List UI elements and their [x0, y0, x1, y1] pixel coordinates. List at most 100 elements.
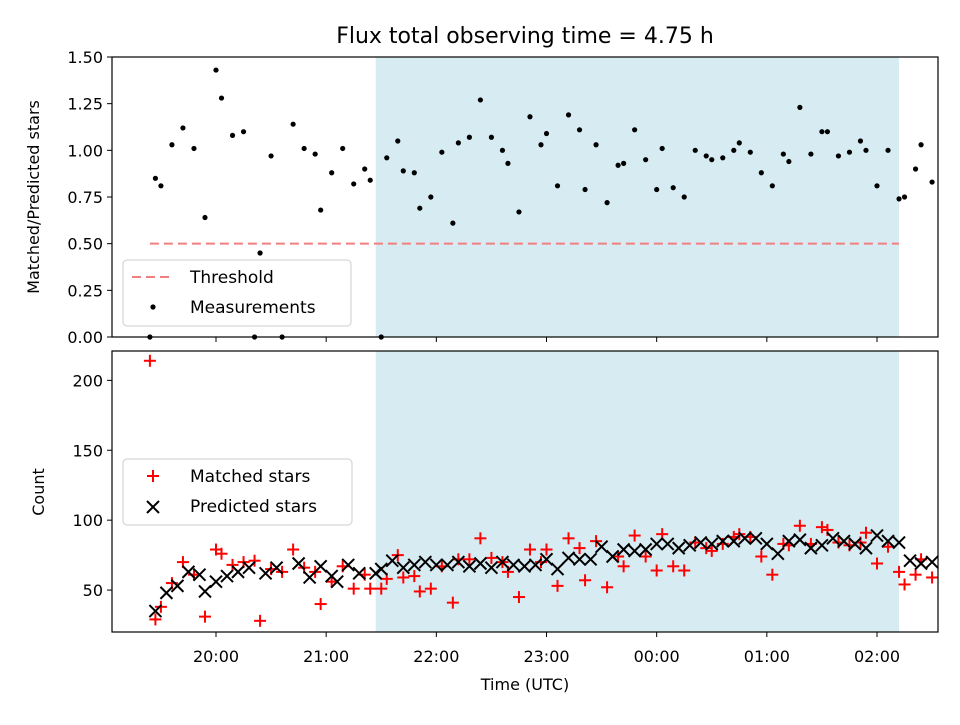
measurement-point [918, 142, 924, 148]
measurement-point [417, 205, 423, 211]
matched-star-point [474, 532, 487, 545]
measurement-point [863, 147, 869, 153]
matched-star-point [413, 585, 426, 598]
bottom-plot-frame [111, 350, 939, 633]
x-tick-label: 21:00 [303, 647, 349, 666]
bottom-y-tick-label: 100 [72, 511, 103, 530]
matched-star-point [898, 578, 911, 591]
measurement-point [896, 196, 902, 202]
matched-star-point [512, 591, 525, 604]
matched-star-point [226, 558, 239, 571]
measurement-point [400, 168, 406, 174]
measurement-point [912, 166, 919, 172]
predicted-star-point [269, 560, 284, 575]
top-y-tick-label: 0.00 [67, 328, 103, 347]
matched-star-point [375, 582, 388, 595]
legend-matched-label: Matched stars [190, 467, 310, 487]
measurement-point [543, 130, 550, 137]
bottom-legend: Matched stars Predicted stars [122, 458, 353, 526]
predicted-star-point [242, 560, 256, 575]
matched-star-point [143, 354, 156, 367]
predicted-star-point [159, 586, 174, 600]
x-tick-label: 01:00 [744, 647, 790, 666]
measurement-point [411, 170, 417, 176]
measurement-point [808, 151, 814, 157]
measurement-point [885, 147, 891, 153]
predicted-star-point [694, 535, 708, 550]
matched-star-point [871, 557, 883, 570]
measurement-point [301, 145, 307, 152]
bottom-panel: 50 100 150 200 20:00 21:00 22:00 23:00 00:00 01:… [29, 350, 939, 694]
predicted-star-point [517, 559, 532, 574]
predicted-star-point [716, 534, 730, 548]
measurement-point [240, 129, 247, 135]
matched-star-point [793, 519, 806, 532]
predicted-star-point [859, 541, 873, 555]
matched-star-point [617, 560, 630, 573]
predicted-star-point [231, 565, 245, 579]
measurement-point [180, 125, 186, 131]
predicted-star-point [539, 552, 554, 567]
top-panel: 0.00 0.25 0.50 0.75 1.00 1.25 1.50 Matched/Pre… [24, 48, 939, 347]
top-y-tick-label: 0.75 [67, 188, 103, 207]
predicted-star-point [352, 566, 366, 580]
matched-star-point [463, 553, 476, 566]
x-tick-label: 00:00 [634, 647, 680, 666]
matched-star-point [678, 564, 691, 577]
bottom-legend-box [122, 458, 353, 526]
bottom-y-ticks: 50 100 150 200 [72, 371, 112, 600]
x-tick-label: 02:00 [854, 647, 900, 666]
predicted-star-point [341, 558, 355, 572]
predicted-star-point [258, 566, 273, 580]
measurement-point [654, 186, 660, 193]
matched-star-point [325, 575, 338, 588]
predicted-star-point [170, 579, 185, 593]
predicted-star-point [638, 542, 653, 557]
matched-star-point [540, 543, 553, 556]
measurement-point [213, 67, 219, 73]
measurement-point [615, 162, 621, 168]
matched-star-point [562, 532, 575, 545]
predicted-star-point [660, 537, 675, 551]
measurement-point [527, 114, 533, 120]
top-y-axis-label: Matched/Predicted stars [24, 100, 43, 294]
measurement-point [384, 155, 390, 161]
measurement-point [318, 207, 324, 213]
predicted-star-point [671, 541, 686, 555]
predicted-star-point [330, 574, 344, 589]
measurement-point [152, 175, 159, 181]
measurement-point [736, 140, 742, 146]
predicted-star-point [451, 555, 466, 569]
predicted-star-point [550, 562, 565, 576]
matched-star-point [314, 598, 327, 611]
top-y-tick-label: 1.00 [67, 141, 103, 160]
top-legend: Threshold Measurements [122, 259, 352, 327]
matched-star-point [254, 614, 267, 627]
measurement-point [720, 155, 726, 161]
matched-star-point [397, 571, 410, 584]
measurement-point [857, 138, 864, 144]
predicted-star-point [616, 542, 631, 557]
legend-measurements-swatch [150, 304, 156, 310]
measurement-point [158, 183, 164, 189]
predicted-star-point [418, 555, 433, 569]
predicted-star-point [683, 538, 697, 553]
measurement-point [367, 177, 373, 183]
predicted-star-point [826, 531, 840, 546]
predicted-star-point [148, 604, 163, 618]
predicted-star-point [291, 556, 306, 571]
matched-star-point [523, 543, 536, 556]
predicted-star-point [705, 537, 719, 551]
x-tick-label: 22:00 [413, 647, 459, 666]
matched-star-point [650, 564, 663, 577]
measurement-point [874, 183, 880, 189]
matched-star-point [859, 526, 872, 539]
measurement-point [202, 214, 208, 221]
measurement-point [329, 170, 335, 176]
predicted-star-point [302, 570, 317, 585]
bottom-y-tick-label: 150 [72, 441, 103, 460]
predicted-star-point [594, 540, 609, 554]
measurement-point [455, 140, 461, 146]
predicted-star-point [804, 541, 818, 555]
figure-title: Flux total observing time = 4.75 h [336, 24, 714, 49]
